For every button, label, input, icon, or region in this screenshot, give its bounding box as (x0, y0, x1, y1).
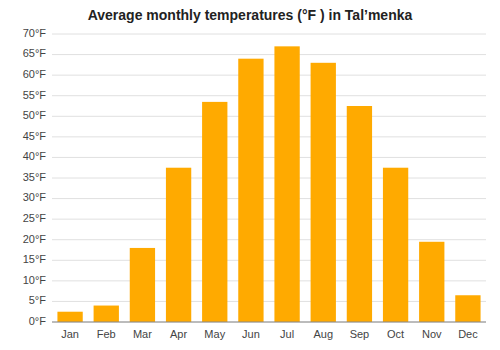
y-tick-label: 5°F (29, 294, 47, 306)
grid-line (52, 198, 486, 199)
bar (419, 242, 444, 322)
bar (347, 106, 372, 322)
bar (130, 248, 155, 322)
chart: Average monthly temperatures (°F ) in Ta… (0, 0, 500, 350)
y-tick-label: 0°F (29, 315, 47, 327)
y-tick-label: 20°F (23, 233, 47, 245)
bar (383, 168, 408, 322)
grid-line (52, 95, 486, 96)
y-tick-label: 25°F (23, 212, 47, 224)
grid-line (52, 239, 486, 240)
x-tick-label: May (204, 328, 225, 340)
x-tick-label: Feb (97, 328, 116, 340)
x-tick-label: Sep (350, 328, 370, 340)
bar (57, 312, 82, 322)
x-axis-line (52, 322, 486, 323)
y-tick-label: 45°F (23, 130, 47, 142)
grid-line (52, 34, 486, 35)
x-tick-label: Nov (422, 328, 442, 340)
x-tick-label: Jul (280, 328, 294, 340)
x-tick-label: Aug (313, 328, 333, 340)
x-tick-label: Jan (61, 328, 79, 340)
y-tick-label: 65°F (23, 47, 47, 59)
grid-line (52, 322, 486, 323)
y-tick-label: 35°F (23, 171, 47, 183)
y-tick-label: 30°F (23, 191, 47, 203)
bar (455, 295, 480, 322)
grid-line (52, 136, 486, 137)
grid-line (52, 219, 486, 220)
grid-line (52, 54, 486, 55)
y-axis: 0°F 5°F 10°F 15°F 20°F 25°F 30°F 35°F 40°F 45°F 50… (23, 27, 486, 327)
bar (94, 306, 119, 322)
grid-line (52, 116, 486, 117)
x-tick-label: Dec (458, 328, 478, 340)
x-tick-label: Mar (133, 328, 152, 340)
y-tick-label: 15°F (23, 253, 47, 265)
x-tick-label: Apr (170, 328, 187, 340)
bar (238, 59, 263, 322)
bars (57, 46, 480, 322)
grid-line (52, 157, 486, 158)
y-tick-label: 60°F (23, 68, 47, 80)
x-tick-label: Jun (242, 328, 260, 340)
bar (166, 168, 191, 322)
bar (274, 46, 299, 322)
x-axis: Jan Feb Mar Apr May Jun Jul Aug Sep Oct Nov Dec (61, 328, 478, 340)
grid-line (52, 75, 486, 76)
x-tick-label: Oct (387, 328, 404, 340)
y-tick-label: 40°F (23, 150, 47, 162)
y-tick-label: 10°F (23, 274, 47, 286)
bar (202, 102, 227, 322)
y-tick-label: 50°F (23, 109, 47, 121)
y-tick-label: 70°F (23, 27, 47, 39)
title: Average monthly temperatures (°F ) in Ta… (88, 7, 413, 23)
y-tick-label: 55°F (23, 89, 47, 101)
grid-line (52, 178, 486, 179)
bar (311, 63, 336, 322)
